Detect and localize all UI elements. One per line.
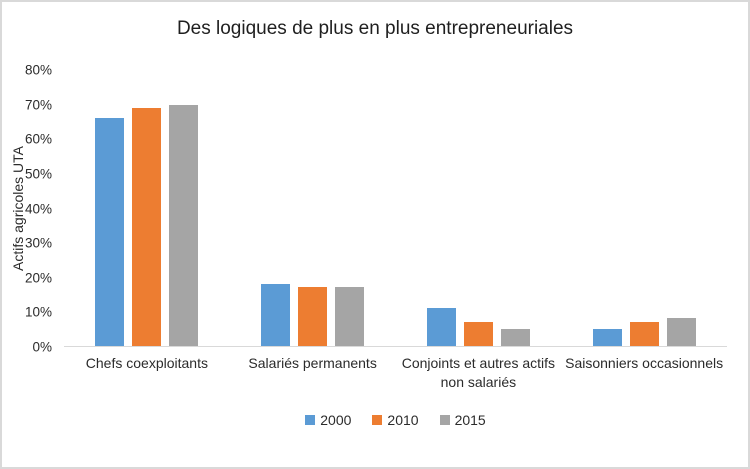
legend-item-2015: 2015 [439, 412, 486, 428]
legend-label: 2015 [454, 412, 486, 428]
bar-2015 [666, 318, 696, 346]
bar-2015 [335, 287, 365, 346]
y-tick-label: 10% [24, 304, 52, 320]
legend-swatch-icon [372, 415, 383, 425]
y-axis-tick-labels: 0% 10% 20% 30% 40% 50% 60% 70% 80% [2, 63, 52, 355]
bar-group [64, 70, 230, 346]
legend-swatch-icon [439, 415, 450, 425]
legend-item-2000: 2000 [305, 412, 351, 428]
bar-2015 [169, 104, 199, 346]
bar-2010 [298, 287, 328, 346]
y-tick-label: 0% [32, 339, 52, 355]
legend-item-2010: 2010 [372, 412, 419, 428]
x-category-label: Saisonniers occasionnels [565, 355, 724, 371]
bar-2015 [500, 328, 530, 346]
y-tick-label: 50% [24, 166, 52, 182]
chart-title: Des logiques de plus en plus entrepreneu… [176, 18, 574, 39]
legend-swatch-icon [305, 415, 316, 425]
legend-label: 2000 [320, 412, 352, 428]
x-category-label: Chefs coexploitants [85, 355, 208, 371]
chart-legend: 2000 2010 2015 [64, 412, 727, 428]
legend-label: 2010 [387, 412, 419, 428]
bar-2010 [629, 321, 659, 346]
bar-group [230, 70, 396, 346]
bar-2010 [463, 321, 493, 346]
plot-area [64, 70, 727, 347]
bar-group [561, 70, 727, 346]
bar-2000 [95, 118, 125, 346]
y-tick-label: 40% [24, 201, 52, 216]
bar-group [396, 70, 562, 346]
y-tick-label: 60% [24, 131, 52, 147]
y-tick-label: 30% [24, 235, 52, 251]
y-tick-label: 80% [24, 62, 52, 78]
bar-2000 [592, 328, 622, 346]
x-category-label: Conjoints et autres actifs non salariés [401, 355, 556, 390]
bar-2000 [261, 283, 291, 346]
x-category-label: Salariés permanents [248, 355, 377, 371]
y-tick-label: 70% [24, 97, 52, 113]
bar-2010 [132, 107, 162, 346]
x-axis-category-labels: Chefs coexploitants Salariés permanents Co… [64, 354, 727, 392]
y-tick-label: 20% [24, 270, 52, 286]
bar-2000 [426, 308, 456, 346]
